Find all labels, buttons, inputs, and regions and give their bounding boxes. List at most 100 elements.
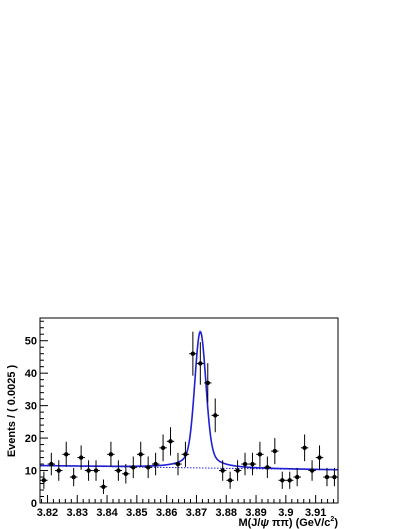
- x-tick-label: 3.91: [305, 507, 326, 519]
- data-point: [248, 452, 257, 476]
- data-point: [330, 467, 339, 487]
- data-marker: [93, 468, 99, 473]
- axes: 0 10 20 30 40 50 3.82 3.83 3.84 3.85 3.86 3.87 3.88 3…: [25, 317, 339, 519]
- y-tick-label: 40: [25, 368, 37, 380]
- data-marker: [153, 461, 158, 467]
- data-marker: [309, 468, 315, 473]
- x-tick-label: 3.85: [126, 507, 147, 519]
- y-axis-label: Events / ( 0.0025 ): [6, 365, 18, 458]
- data-marker: [49, 461, 54, 467]
- x-tick-label: 3.83: [67, 507, 88, 519]
- x-tick-label: 3.82: [37, 507, 58, 519]
- data-marker: [242, 461, 248, 467]
- data-point: [189, 331, 197, 376]
- data-point: [181, 441, 190, 467]
- data-point: [174, 452, 182, 476]
- data-marker: [272, 448, 278, 454]
- data-point: [84, 460, 93, 481]
- data-point: [285, 471, 294, 489]
- data-point: [136, 441, 145, 467]
- data-point: [151, 452, 160, 476]
- data-point: [256, 441, 264, 467]
- data-point: [196, 342, 205, 385]
- data-marker: [138, 452, 143, 457]
- data-point: [107, 441, 115, 467]
- data-point: [278, 471, 286, 489]
- data-point: [144, 456, 152, 479]
- x-tick-label: 3.84: [96, 507, 118, 519]
- data-point: [226, 471, 234, 489]
- plot-area: [39, 330, 339, 495]
- data-point: [99, 479, 108, 495]
- data-point: [300, 434, 309, 462]
- data-marker: [198, 361, 203, 366]
- data-point: [62, 441, 70, 467]
- data-marker: [205, 380, 210, 386]
- data-marker: [64, 452, 69, 457]
- data-marker: [101, 484, 106, 489]
- data-marker: [108, 452, 114, 457]
- data-marker: [71, 474, 76, 480]
- data-marker: [302, 445, 307, 451]
- x-axis-label-prefix: M(J/: [238, 517, 260, 529]
- x-axis-label-pipi: ππ) (GeV/c: [269, 517, 330, 529]
- data-marker: [250, 461, 255, 467]
- data-marker: [287, 478, 292, 483]
- data-point: [241, 452, 249, 476]
- data-marker: [131, 465, 136, 470]
- data-marker: [317, 455, 322, 460]
- data-marker: [168, 439, 173, 444]
- data-point: [323, 467, 331, 487]
- y-tick-label: 10: [25, 466, 37, 478]
- x-tick-label: 3.87: [186, 507, 207, 519]
- data-point: [308, 460, 316, 481]
- data-point: [40, 471, 48, 489]
- x-tick-label: 3.86: [156, 507, 177, 519]
- total-fit-line: [39, 330, 339, 471]
- data-point: [159, 434, 167, 462]
- data-marker: [265, 465, 270, 470]
- data-point: [55, 460, 63, 481]
- data-marker: [56, 468, 61, 473]
- x-axis-label: M(J/ψ ππ) (GeV/c2): [238, 516, 338, 529]
- data-marker: [190, 351, 196, 356]
- y-tick-label: 20: [25, 433, 37, 445]
- data-marker: [78, 455, 84, 460]
- data-marker: [183, 452, 188, 457]
- data-point: [211, 398, 219, 433]
- y-tick-label: 0: [31, 498, 37, 510]
- x-tick-label: 3.9: [278, 507, 293, 519]
- data-marker: [280, 478, 285, 483]
- data-point: [114, 460, 123, 481]
- data-point: [263, 456, 272, 479]
- data-marker: [41, 478, 47, 483]
- data-point: [122, 464, 130, 484]
- data-point: [77, 445, 85, 470]
- data-point: [69, 467, 78, 487]
- data-point: [218, 460, 227, 481]
- data-marker: [86, 468, 91, 473]
- x-axis-label-suffix: ): [334, 517, 338, 529]
- data-marker: [145, 465, 151, 470]
- data-point: [166, 427, 175, 456]
- data-marker: [235, 468, 240, 473]
- data-marker: [123, 471, 129, 476]
- data-marker: [294, 474, 300, 480]
- data-point: [129, 456, 137, 479]
- data-marker: [220, 468, 225, 473]
- data-marker: [213, 413, 218, 418]
- data-marker: [227, 478, 233, 483]
- data-marker: [116, 468, 121, 473]
- data-point: [233, 460, 242, 481]
- data-marker: [175, 461, 181, 467]
- data-point: [271, 438, 279, 465]
- data-point: [47, 452, 56, 476]
- data-marker: [324, 474, 330, 480]
- y-tick-label: 50: [25, 336, 37, 348]
- x-axis-label-sup: 2: [330, 516, 334, 523]
- plot-frame: [39, 317, 339, 504]
- data-marker: [332, 474, 337, 480]
- x-tick-label: 3.88: [216, 507, 237, 519]
- data-point: [92, 460, 100, 481]
